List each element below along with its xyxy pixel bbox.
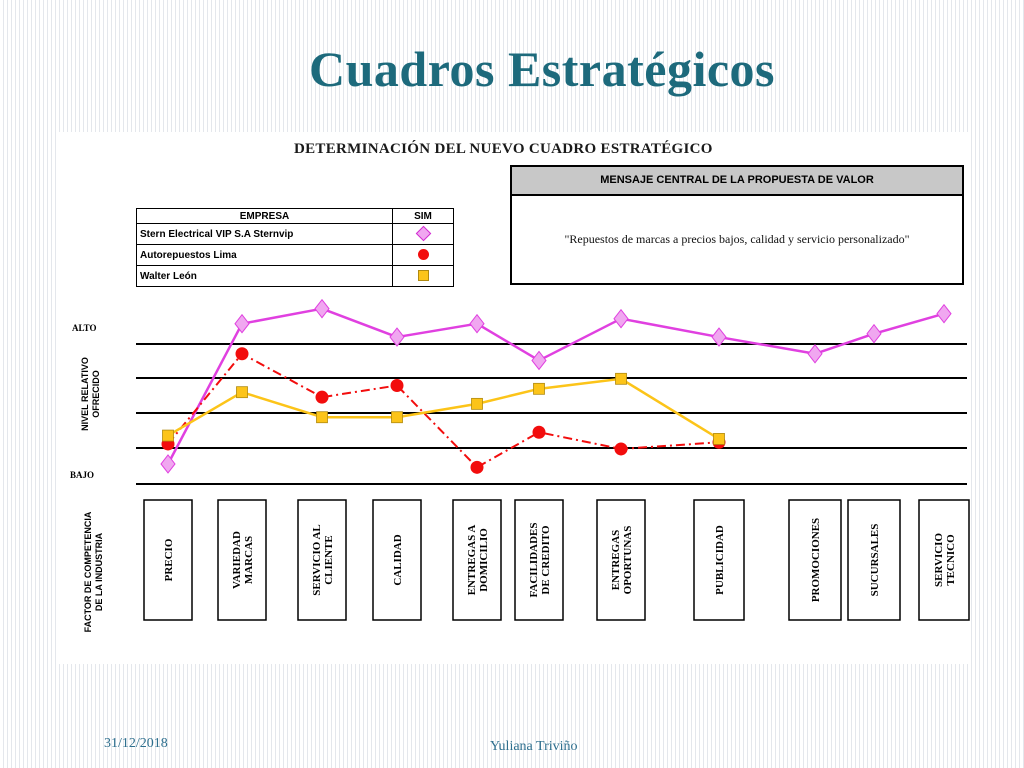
y-top-label: ALTO [72, 323, 97, 333]
footer-author: Yuliana Triviño [490, 739, 578, 754]
data-point [614, 442, 628, 456]
category-label: ENTREGAS ADOMICILIO [466, 525, 490, 596]
data-point [711, 327, 727, 347]
category-label: PUBLICIDAD [714, 525, 726, 595]
data-point [314, 298, 330, 319]
legend-table: EMPRESA SIM Stern Electrical VIP S.A Ste… [136, 208, 454, 287]
chart-panel: DETERMINACIÓN DEL NUEVO CUADRO ESTRATÉGI… [58, 132, 970, 664]
category-label: PROMOCIONES [810, 518, 822, 602]
circle-marker-icon [417, 249, 429, 261]
y-bottom-label: BAJO [70, 470, 94, 480]
value-proposition-text: "Repuestos de marcas a precios bajos, ca… [564, 232, 910, 246]
category-box [847, 499, 901, 621]
value-proposition-header: MENSAJE CENTRAL DE LA PROPUESTA DE VALOR [512, 167, 962, 196]
category-label: CALIDAD [392, 534, 404, 585]
data-point [391, 411, 403, 424]
category-box [143, 499, 193, 621]
category-box [918, 499, 970, 621]
data-point [531, 350, 547, 371]
series-line [167, 352, 720, 469]
legend-col-sim: SIM [392, 208, 454, 224]
data-point [162, 429, 174, 442]
legend-row: Walter León [136, 265, 454, 287]
data-point [316, 411, 328, 424]
slide-title: Cuadros Estratégicos [308, 41, 775, 97]
category-label: FACILIDADESDE CREDITO [528, 523, 552, 598]
data-point [471, 397, 483, 410]
chart-heading: DETERMINACIÓN DEL NUEVO CUADRO ESTRATÉGI… [294, 141, 713, 157]
y-axis-label: NIVEL RELATIVOOFRECIDO [80, 357, 101, 431]
category-box [788, 499, 842, 621]
data-point [469, 313, 485, 334]
category-box [372, 499, 422, 621]
strategy-canvas-chart: ALTO BAJO NIVEL RELATIVOOFRECIDO FACTOR DE … [70, 298, 970, 632]
category-label: VARIEDADMARCAS [231, 531, 255, 589]
data-point [532, 425, 546, 439]
legend-header-row: EMPRESA SIM [136, 208, 454, 224]
data-point [613, 308, 629, 329]
data-point [533, 382, 545, 395]
category-box [596, 499, 646, 621]
data-point [235, 347, 249, 361]
data-point [807, 343, 823, 364]
data-point [866, 323, 882, 344]
data-point [160, 454, 176, 474]
square-marker-icon [417, 270, 429, 282]
category-box [452, 499, 502, 621]
x-axis-label: FACTOR DE COMPETENCIADE LA INDUSTRIA [83, 511, 104, 632]
data-point [713, 433, 725, 445]
data-point [615, 372, 627, 385]
category-label: SERVICIOTECNICO [933, 533, 957, 587]
category-box [217, 499, 267, 621]
category-label: ENTREGASOPORTUNAS [610, 526, 634, 595]
category-box [297, 499, 347, 621]
legend-row: Autorepuestos Lima [136, 244, 454, 266]
category-label: PRECIO [163, 538, 175, 581]
data-point [236, 386, 248, 399]
data-point [315, 390, 329, 404]
legend-col-empresa: EMPRESA [136, 208, 393, 224]
category-label: SERVICIO ALCLIENTE [311, 524, 335, 595]
data-point [470, 460, 484, 474]
value-proposition-box: MENSAJE CENTRAL DE LA PROPUESTA DE VALOR… [510, 165, 964, 285]
data-point [389, 327, 405, 347]
category-label: SUCURSALES [869, 524, 881, 597]
category-box [514, 499, 564, 621]
series-line [167, 377, 720, 440]
data-point [936, 303, 952, 324]
data-point [390, 378, 404, 392]
category-box [693, 499, 745, 621]
footer-date: 31/12/2018 [104, 736, 168, 751]
data-point [234, 313, 250, 334]
